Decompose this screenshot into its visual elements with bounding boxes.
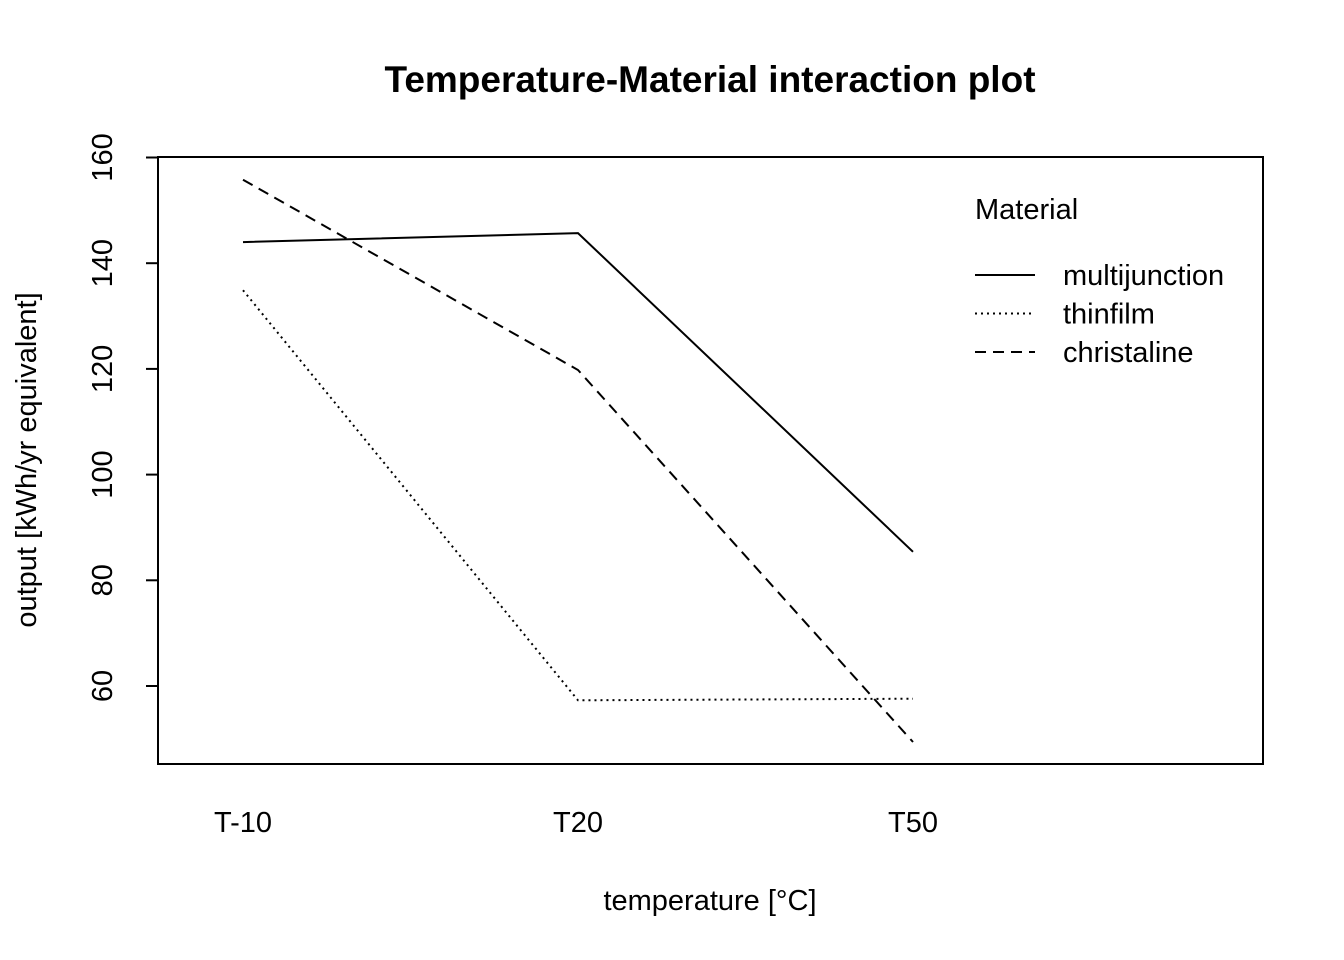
legend-label-christaline: christaline: [1063, 337, 1194, 369]
x-tick-label: T50: [888, 807, 938, 839]
y-tick-label: 120: [87, 345, 119, 393]
x-tick-label: T20: [553, 807, 603, 839]
y-tick-label: 140: [87, 239, 119, 287]
y-tick-label: 100: [87, 450, 119, 498]
series-line-thinfilm: [242, 289, 914, 702]
legend-title: Material: [975, 194, 1078, 226]
y-tick-label: 160: [87, 133, 119, 181]
y-tick-label: 60: [87, 670, 119, 702]
y-axis-label: output [kWh/yr equivalent]: [11, 292, 43, 627]
legend-label-multijunction: multijunction: [1063, 260, 1224, 292]
x-axis: T-10 T20 T50: [214, 807, 938, 839]
plot-frame: [157, 156, 1264, 765]
series-line-multijunction: [242, 232, 914, 553]
x-axis-label: temperature [°C]: [603, 885, 816, 917]
y-axis: 60 80 100 120 140 160: [87, 133, 159, 702]
legend-label-thinfilm: thinfilm: [1063, 299, 1155, 331]
x-tick-label: T-10: [214, 807, 272, 839]
series-lines: [242, 178, 914, 743]
series-line-christaline: [242, 178, 914, 743]
y-tick-label: 80: [87, 564, 119, 596]
legend: Material multijunction thinfilm christalin…: [975, 194, 1224, 369]
chart-title: Temperature-Material interaction plot: [384, 59, 1035, 100]
